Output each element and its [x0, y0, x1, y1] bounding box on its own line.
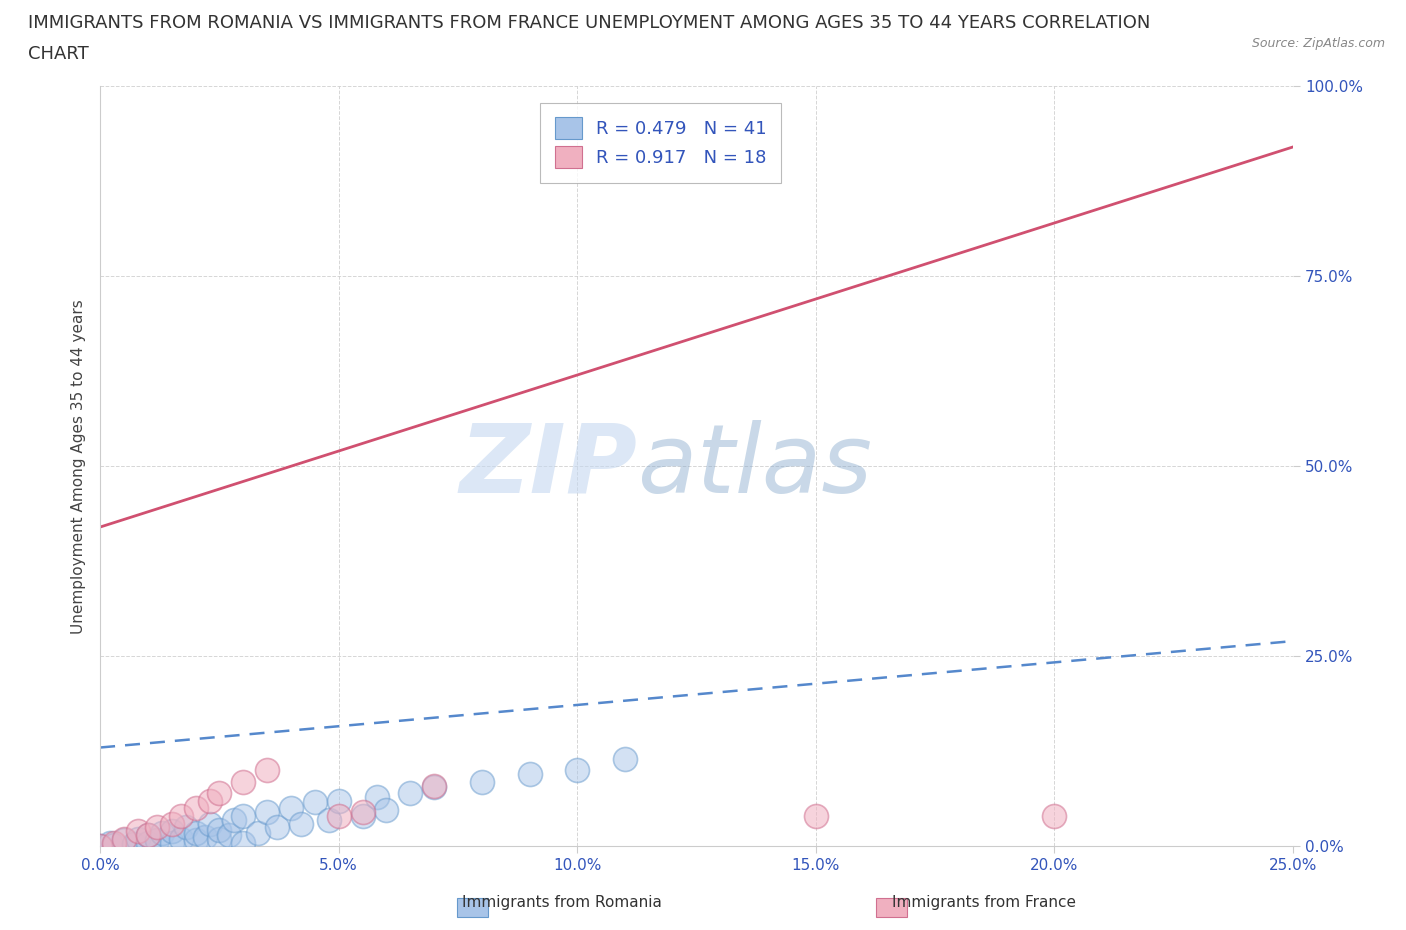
Point	[160, 824, 183, 839]
Point	[198, 817, 221, 831]
Point	[352, 808, 374, 823]
Point	[318, 812, 340, 827]
Point	[804, 808, 827, 823]
Point	[98, 835, 121, 850]
Point	[127, 831, 149, 846]
Point	[150, 825, 173, 840]
Point	[160, 817, 183, 831]
Point	[198, 793, 221, 808]
Point	[103, 835, 125, 850]
Text: Immigrants from Romania: Immigrants from Romania	[463, 895, 662, 910]
Point	[232, 775, 254, 790]
Point	[471, 775, 494, 790]
Point	[328, 793, 350, 808]
Point	[423, 778, 446, 793]
Point	[280, 801, 302, 816]
Point	[184, 825, 207, 840]
Point	[304, 795, 326, 810]
Legend: R = 0.479   N = 41, R = 0.917   N = 18: R = 0.479 N = 41, R = 0.917 N = 18	[540, 102, 782, 183]
Point	[170, 808, 193, 823]
Point	[174, 820, 197, 835]
Point	[184, 833, 207, 848]
Point	[184, 801, 207, 816]
Point	[423, 779, 446, 794]
Point	[328, 808, 350, 823]
Point	[218, 828, 240, 843]
Point	[567, 763, 589, 777]
Point	[366, 790, 388, 804]
Y-axis label: Unemployment Among Ages 35 to 44 years: Unemployment Among Ages 35 to 44 years	[72, 299, 86, 633]
Text: atlas: atlas	[637, 419, 872, 512]
Point	[208, 831, 231, 846]
Point	[112, 833, 135, 848]
Point	[519, 766, 541, 781]
Point	[103, 837, 125, 852]
Text: CHART: CHART	[28, 45, 89, 62]
Point	[614, 751, 637, 766]
Point	[256, 763, 278, 777]
Point	[246, 825, 269, 840]
Point	[136, 835, 159, 850]
Point	[136, 828, 159, 843]
Point	[170, 831, 193, 846]
Point	[232, 835, 254, 850]
Point	[208, 822, 231, 837]
Point	[266, 820, 288, 835]
Point	[136, 828, 159, 843]
Point	[146, 833, 169, 848]
Point	[375, 803, 398, 817]
Text: IMMIGRANTS FROM ROMANIA VS IMMIGRANTS FROM FRANCE UNEMPLOYMENT AMONG AGES 35 TO : IMMIGRANTS FROM ROMANIA VS IMMIGRANTS FR…	[28, 14, 1150, 32]
Point	[1043, 808, 1066, 823]
Point	[256, 804, 278, 819]
Point	[194, 830, 217, 844]
Text: Immigrants from France: Immigrants from France	[893, 895, 1076, 910]
Point	[222, 812, 245, 827]
Point	[122, 837, 145, 852]
Point	[146, 820, 169, 835]
Point	[89, 839, 111, 854]
Point	[127, 824, 149, 839]
Point	[160, 835, 183, 850]
Point	[208, 786, 231, 801]
Point	[89, 839, 111, 854]
Point	[112, 831, 135, 846]
Text: Source: ZipAtlas.com: Source: ZipAtlas.com	[1251, 37, 1385, 50]
Point	[352, 804, 374, 819]
Point	[399, 786, 422, 801]
Point	[290, 817, 312, 831]
Point	[232, 808, 254, 823]
Text: ZIP: ZIP	[460, 419, 637, 512]
